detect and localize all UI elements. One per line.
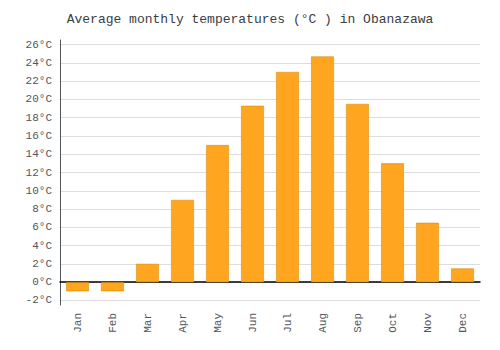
svg-text:Average monthly temperatures (: Average monthly temperatures (°C ) in Ob… [67, 12, 434, 27]
svg-text:Feb: Feb [107, 313, 119, 333]
svg-text:Jan: Jan [72, 313, 84, 333]
svg-text:Jun: Jun [247, 313, 259, 333]
svg-text:Aug: Aug [317, 313, 329, 333]
svg-text:Dec: Dec [457, 313, 469, 333]
svg-text:6°C: 6°C [32, 221, 52, 233]
svg-text:18°C: 18°C [26, 112, 53, 124]
svg-text:12°C: 12°C [26, 167, 53, 179]
svg-text:8°C: 8°C [32, 203, 52, 215]
svg-text:Sep: Sep [352, 313, 364, 333]
svg-text:24°C: 24°C [26, 57, 53, 69]
svg-text:22°C: 22°C [26, 75, 53, 87]
svg-text:16°C: 16°C [26, 130, 53, 142]
svg-text:2°C: 2°C [32, 258, 52, 270]
svg-text:14°C: 14°C [26, 148, 53, 160]
svg-text:10°C: 10°C [26, 185, 53, 197]
svg-text:-2°C: -2°C [26, 294, 53, 306]
svg-text:26°C: 26°C [26, 39, 53, 51]
svg-text:Jul: Jul [282, 313, 294, 333]
svg-text:Oct: Oct [387, 313, 399, 333]
svg-text:May: May [212, 313, 224, 333]
svg-text:20°C: 20°C [26, 93, 53, 105]
svg-text:4°C: 4°C [32, 240, 52, 252]
svg-text:Apr: Apr [177, 313, 189, 333]
svg-text:Mar: Mar [142, 313, 154, 333]
svg-text:0°C: 0°C [32, 276, 52, 288]
svg-text:Nov: Nov [422, 313, 434, 333]
